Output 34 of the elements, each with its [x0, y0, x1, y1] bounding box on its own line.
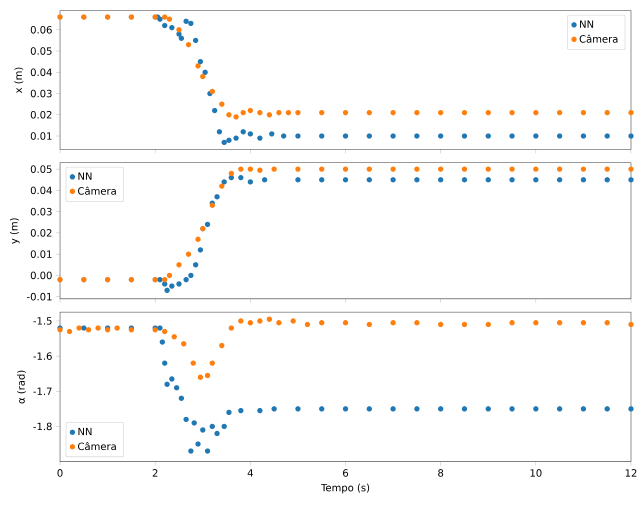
y-tick-label: 0.04 [30, 68, 52, 76]
y-tick-label: -1.8 [33, 422, 52, 430]
legend-label: Câmera [78, 186, 116, 195]
y-tick-label: 0.00 [30, 272, 52, 280]
y-tick-label: -1.7 [33, 388, 52, 396]
x-tick-label: 12 [626, 469, 636, 477]
legend-label: NN [580, 20, 594, 28]
x-tick-label: 8 [438, 469, 444, 477]
x-tick-label: 0 [58, 469, 63, 477]
y-axis-title: α (rad) [17, 370, 26, 404]
y-axis-title: x (m) [14, 68, 24, 94]
y-tick-label: 0.02 [30, 111, 52, 119]
y-tick-label: 0.06 [30, 26, 52, 34]
y-tick-label: 0.02 [30, 229, 52, 237]
x-axis-title: Tempo (s) [321, 484, 370, 494]
x-tick-label: 4 [248, 469, 253, 477]
legend-label: NN [78, 428, 92, 436]
y-tick-label: -0.01 [27, 293, 52, 301]
y-tick-label: 0.03 [30, 208, 52, 216]
y-tick-label: 0.01 [30, 132, 52, 140]
legend-label: Câmera [78, 442, 116, 450]
y-tick-label: -1.6 [33, 352, 52, 360]
y-tick-label: 0.01 [30, 250, 52, 258]
y-tick-label: 0.05 [30, 166, 52, 174]
x-tick-label: 2 [152, 469, 158, 477]
x-tick-label: 10 [530, 469, 542, 477]
y-axis-title: y (m) [10, 218, 20, 244]
x-tick-label: 6 [343, 469, 348, 477]
legend-label: NN [78, 172, 92, 180]
y-tick-label: 0.05 [30, 47, 52, 56]
y-tick-label: -1.5 [33, 317, 52, 325]
y-tick-label: 0.04 [30, 186, 52, 194]
legend-label: Câmera [580, 34, 618, 43]
y-tick-label: 0.03 [30, 90, 52, 98]
